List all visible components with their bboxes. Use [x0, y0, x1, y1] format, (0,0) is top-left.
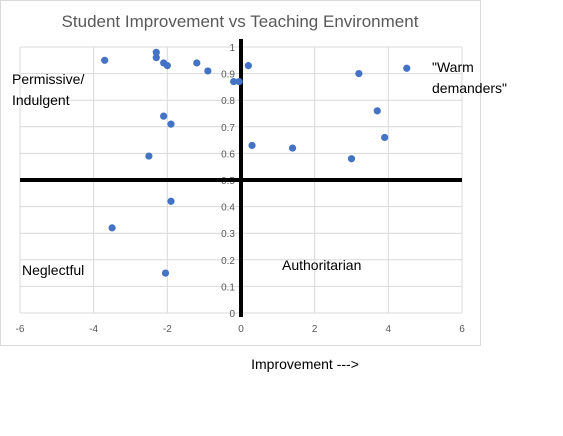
x-tick-label: 2: [312, 324, 318, 335]
quadrant-label-top-right: demanders": [432, 80, 507, 96]
data-point: [152, 54, 160, 62]
y-tick-label: 0.7: [221, 123, 235, 134]
data-point: [193, 59, 201, 67]
x-tick-label: 0: [238, 324, 244, 335]
x-tick-label: -6: [16, 324, 25, 335]
data-point: [355, 70, 363, 78]
data-point: [235, 77, 243, 86]
quadrant-label-bottom-right: Authoritarian: [282, 257, 361, 273]
data-point: [230, 77, 238, 86]
data-point: [101, 56, 109, 64]
y-tick-label: 0.9: [221, 70, 235, 81]
data-point: [108, 224, 116, 232]
data-point: [161, 269, 170, 277]
data-points: [101, 48, 411, 277]
quadrant-label-bottom-left: Neglectful: [22, 262, 84, 278]
data-point: [145, 152, 153, 160]
quadrant-axes: [20, 39, 462, 317]
x-tick-label: 6: [459, 324, 465, 335]
y-tick-label: 0.4: [221, 203, 235, 214]
chart-title: Student Improvement vs Teaching Environm…: [62, 12, 419, 31]
x-axis-label: Improvement --->: [251, 356, 359, 372]
data-point: [163, 62, 171, 70]
x-tick-label: 4: [386, 324, 392, 335]
data-point: [152, 48, 160, 56]
x-tick-label: -2: [163, 324, 172, 335]
data-point: [381, 133, 389, 142]
data-point: [248, 141, 256, 150]
y-tick-label: 0.2: [221, 256, 235, 267]
data-point: [204, 67, 212, 75]
data-point: [373, 107, 381, 115]
data-point: [244, 62, 252, 70]
y-tick-label: 0: [229, 309, 235, 320]
y-tick-label: 0.1: [221, 282, 235, 293]
data-point: [160, 112, 168, 120]
y-tick-label: 0.6: [221, 149, 235, 160]
data-point: [167, 120, 175, 128]
quadrant-labels: Permissive/Indulgent "Warm demanders" Negle…: [12, 59, 507, 278]
quadrant-label-top-left: Indulgent: [12, 92, 70, 108]
quadrant-label-top-right: "Warm: [432, 59, 474, 75]
data-point: [347, 155, 356, 163]
data-point: [403, 64, 411, 72]
x-tick-label: -4: [89, 324, 98, 335]
y-tick-label: 0.3: [221, 229, 235, 240]
quadrant-label-top-left: Permissive/: [12, 71, 84, 87]
y-tick-label: 1: [229, 43, 235, 54]
data-point: [288, 144, 297, 152]
data-point: [167, 197, 175, 205]
y-tick-label: 0.8: [221, 96, 235, 107]
